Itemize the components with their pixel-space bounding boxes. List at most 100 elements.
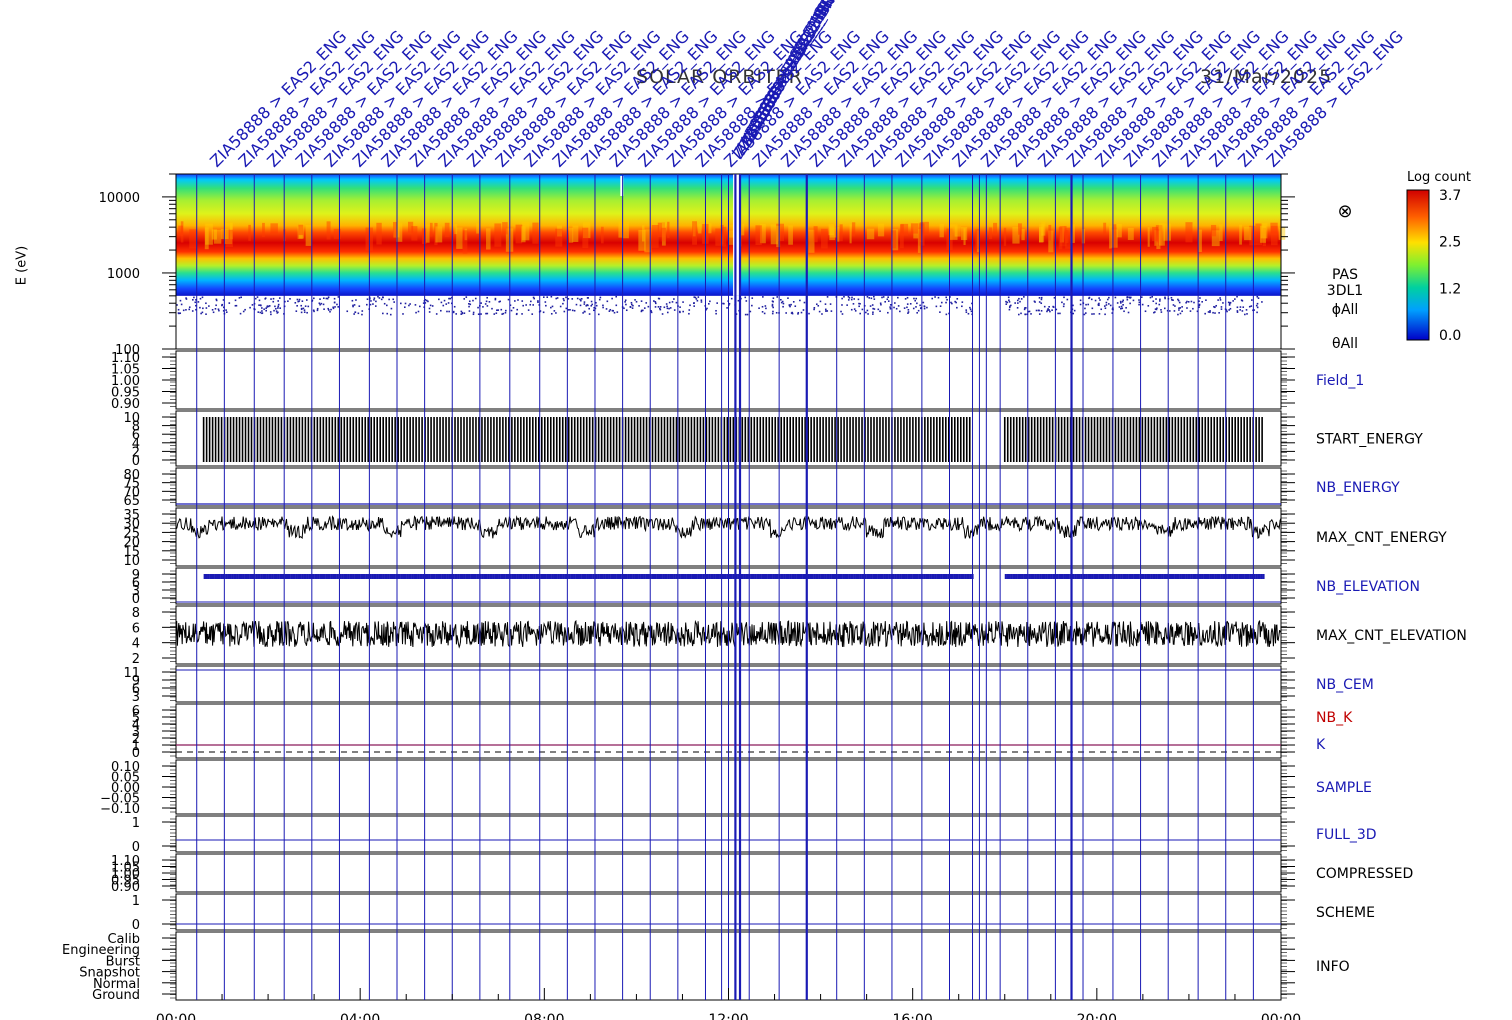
nb-elevation-mark <box>1008 574 1011 579</box>
nb-elevation-mark <box>570 574 573 579</box>
spectrogram-scatter-dot <box>431 305 434 307</box>
colorbar-title: Log count <box>1407 170 1472 185</box>
nb-elevation-mark <box>759 574 762 579</box>
spectrogram-scatter-dot <box>1098 297 1100 299</box>
spectrogram-scatter-dot <box>442 304 445 307</box>
spectrogram-scatter-dot <box>897 305 900 307</box>
nb-elevation-mark <box>907 574 910 579</box>
ytick-label: Engineering <box>62 943 140 958</box>
nb-elevation-mark <box>301 574 304 579</box>
time-tick-label: 00:00 <box>156 1012 196 1020</box>
panel-label: FULL_3D <box>1316 827 1377 843</box>
spectrogram-texture <box>993 222 998 236</box>
nb-elevation-mark <box>498 574 501 579</box>
spectrogram-scatter-dot <box>818 310 821 313</box>
spectrogram-scatter-dot <box>1010 304 1012 307</box>
spectrogram-scatter-dot <box>545 304 547 307</box>
ytick-label: 10 <box>123 554 140 569</box>
nb-elevation-mark <box>1089 574 1092 579</box>
spectrogram-texture <box>1260 225 1266 243</box>
spectrogram-scatter-dot <box>497 309 500 311</box>
spectrogram-scatter-dot <box>1185 301 1187 304</box>
spectrogram-scatter-dot <box>254 308 256 311</box>
spectrogram-scatter-dot <box>625 303 627 306</box>
spectrogram-scatter-dot <box>781 300 784 303</box>
nb-elevation-mark <box>1045 574 1048 579</box>
spectrogram-texture <box>425 224 430 243</box>
nb-elevation-mark <box>1222 574 1225 579</box>
spectrogram-scatter-dot <box>1219 299 1222 301</box>
spectrogram-scatter-dot <box>723 302 725 305</box>
nb-elevation-mark <box>257 574 260 579</box>
panel-label: NB_ELEVATION <box>1316 579 1420 595</box>
spectrogram-scatter-dot <box>771 312 774 315</box>
spectrogram-scatter-dot <box>225 309 227 311</box>
nb-elevation-mark <box>745 574 748 579</box>
nb-elevation-mark <box>417 574 420 579</box>
ytick-label: 30 <box>123 517 140 532</box>
spectrogram-scatter-dot <box>697 296 700 298</box>
nb-elevation-mark <box>231 574 234 579</box>
spectrogram-scatter-dot <box>737 299 740 302</box>
nb-elevation-mark <box>866 574 869 579</box>
spectrogram-scatter-dot <box>631 307 634 309</box>
spectrogram-scatter-dot <box>867 313 869 315</box>
spectrogram-scatter-dot <box>261 307 263 309</box>
nb-elevation-mark <box>406 574 409 579</box>
spectrogram-scatter-dot <box>1063 296 1065 299</box>
spectrogram-scatter-dot <box>468 302 470 305</box>
spectrogram-scatter-dot <box>1104 307 1107 310</box>
nb-elevation-mark <box>242 574 245 579</box>
spectrogram-scatter-dot <box>277 311 279 314</box>
spectrogram-texture <box>1147 227 1150 247</box>
spectrogram-scatter-dot <box>882 296 885 298</box>
spectrogram-scatter-dot <box>1024 307 1027 309</box>
nb-elevation-mark <box>728 574 731 579</box>
spectrogram-scatter-dot <box>1160 309 1162 311</box>
nb-elevation-mark <box>314 574 317 579</box>
spectrogram-scatter-dot <box>1217 299 1219 301</box>
spectrogram-scatter-dot <box>1106 298 1109 301</box>
spectrogram-scatter-dot <box>802 309 805 311</box>
nb-elevation-mark <box>629 574 632 579</box>
spectrogram-scatter-dot <box>1155 302 1157 305</box>
nb-elevation-mark <box>1072 574 1075 579</box>
nb-elevation-mark <box>1036 574 1039 579</box>
spectrogram-scatter-dot <box>914 299 917 302</box>
spectrogram-scatter-dot <box>1198 306 1200 309</box>
spectrogram-scatter-dot <box>850 308 853 311</box>
nb-elevation-mark <box>1104 574 1107 579</box>
nb-elevation-mark <box>1058 574 1061 579</box>
spectrogram-scatter-dot <box>803 301 806 304</box>
spectrogram-texture <box>989 227 993 240</box>
nb-elevation-mark <box>402 574 405 579</box>
spectrogram-scatter-dot <box>1250 305 1253 307</box>
spectrogram-scatter-dot <box>257 311 260 313</box>
nb-elevation-mark <box>284 574 287 579</box>
spectrogram-scatter-dot <box>857 298 860 301</box>
spectrogram-scatter-dot <box>606 300 609 303</box>
nb-elevation-mark <box>1214 574 1217 579</box>
nb-elevation-mark <box>513 574 516 579</box>
spectrogram-scatter-dot <box>259 311 262 314</box>
nb-elevation-mark <box>669 574 672 579</box>
spectrogram-scatter-dot <box>334 306 336 308</box>
spectrogram-scatter-dot <box>1228 309 1230 311</box>
spectrogram-texture <box>963 228 966 246</box>
spectrogram-scatter-dot <box>1239 306 1242 308</box>
spectrogram-scatter-dot <box>865 311 867 314</box>
spectrogram-texture <box>1116 223 1122 238</box>
spectrogram-scatter-dot <box>1120 305 1123 308</box>
spectrogram-scatter-dot <box>1049 310 1051 313</box>
nb-elevation-mark <box>699 574 702 579</box>
nb-elevation-mark <box>964 574 967 579</box>
spectrogram-scatter-dot <box>916 302 918 305</box>
spectrogram-scatter-dot <box>239 312 242 315</box>
ytick-label: 2 <box>132 732 140 747</box>
nb-elevation-mark <box>210 574 213 579</box>
nb-elevation-mark <box>796 574 799 579</box>
spectrogram-scatter-dot <box>744 296 747 299</box>
nb-elevation-mark <box>1231 574 1234 579</box>
spectrogram-scatter-dot <box>1256 306 1259 309</box>
spectrogram-texture <box>1021 228 1025 241</box>
